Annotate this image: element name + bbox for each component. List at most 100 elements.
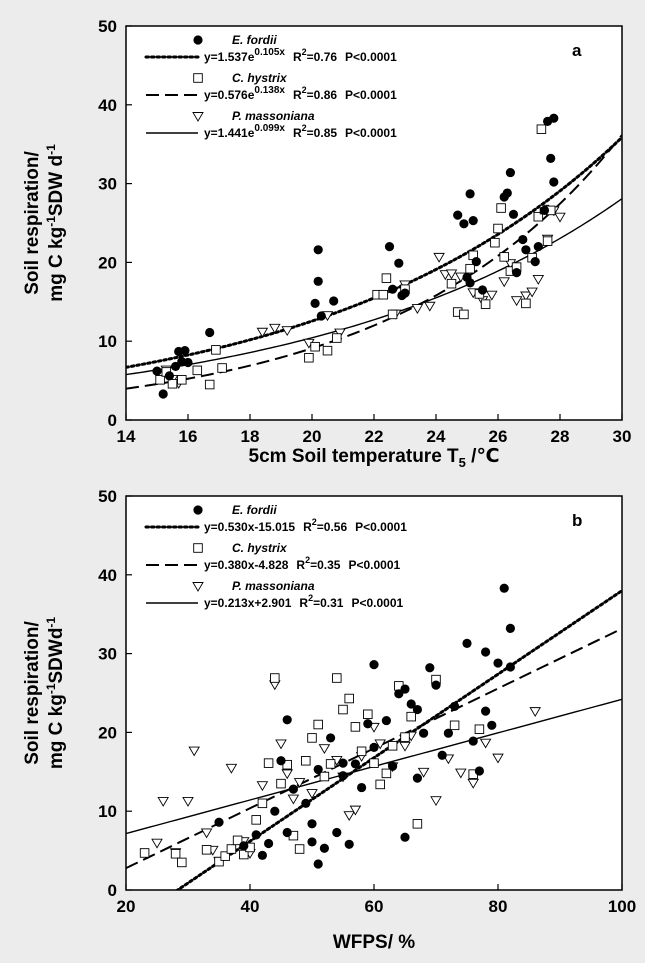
data-point-series-1 bbox=[177, 375, 187, 385]
data-point-series-2 bbox=[275, 739, 287, 750]
data-point-series-0 bbox=[400, 684, 410, 694]
data-point-series-0 bbox=[493, 658, 503, 668]
legend-marker-series-0 bbox=[193, 505, 203, 515]
data-point-series-1 bbox=[449, 720, 460, 731]
y-tick-label: 20 bbox=[98, 253, 117, 272]
data-point-series-1 bbox=[201, 845, 212, 855]
data-point-series-1 bbox=[232, 835, 243, 846]
legend-name-series-0: E. fordii bbox=[232, 33, 277, 47]
data-point-series-2 bbox=[417, 767, 430, 778]
data-point-series-1 bbox=[319, 771, 330, 782]
y-tick-label: 50 bbox=[98, 487, 117, 506]
data-point-series-2 bbox=[306, 789, 318, 799]
x-tick-label: 60 bbox=[365, 897, 384, 916]
data-point-series-1 bbox=[217, 363, 227, 373]
panel-b-data-points bbox=[139, 583, 541, 869]
data-point-series-0 bbox=[518, 234, 528, 245]
data-point-series-0 bbox=[257, 850, 267, 860]
data-point-series-2 bbox=[424, 301, 436, 312]
data-point-series-0 bbox=[288, 784, 298, 794]
data-point-series-0 bbox=[307, 819, 317, 829]
data-point-series-0 bbox=[301, 798, 311, 808]
data-point-series-1 bbox=[325, 759, 336, 769]
y-tick-label: 40 bbox=[98, 566, 117, 585]
data-point-series-0 bbox=[369, 742, 379, 752]
y-tick-label: 10 bbox=[98, 332, 117, 351]
data-point-series-0 bbox=[530, 257, 540, 267]
x-tick-label: 24 bbox=[427, 427, 446, 446]
svg-text:mg C kg-1SDW d-1: mg C kg-1SDW d-1 bbox=[44, 144, 67, 302]
data-point-series-1 bbox=[226, 844, 237, 854]
legend-name-series-1: C. hystrix bbox=[232, 541, 288, 555]
data-point-series-2 bbox=[287, 794, 300, 805]
data-point-series-1 bbox=[170, 849, 181, 859]
data-point-series-0 bbox=[319, 843, 329, 853]
x-tick-label: 80 bbox=[489, 897, 508, 916]
data-point-series-1 bbox=[363, 709, 373, 720]
data-point-series-0 bbox=[419, 728, 429, 738]
data-point-series-0 bbox=[388, 761, 398, 771]
data-point-series-2 bbox=[399, 741, 411, 752]
data-point-series-1 bbox=[294, 844, 305, 854]
data-point-series-2 bbox=[343, 811, 355, 822]
data-point-series-0 bbox=[468, 736, 478, 746]
data-point-series-0 bbox=[350, 759, 360, 769]
data-point-series-1 bbox=[307, 733, 317, 743]
data-point-series-0 bbox=[316, 311, 326, 321]
data-point-series-2 bbox=[486, 290, 498, 301]
data-point-series-1 bbox=[251, 815, 261, 825]
data-point-series-0 bbox=[499, 583, 509, 593]
legend-equation-series-1: y=0.576e0.138x R2=0.86 P<0.0001 bbox=[204, 85, 397, 102]
data-point-series-0 bbox=[251, 830, 261, 840]
legend-marker-series-1 bbox=[193, 73, 203, 83]
legend-name-series-2: P. massoniana bbox=[232, 579, 315, 593]
data-point-series-0 bbox=[313, 764, 323, 775]
data-point-series-2 bbox=[182, 797, 194, 807]
data-point-series-1 bbox=[493, 223, 503, 234]
data-point-series-1 bbox=[167, 379, 178, 389]
data-point-series-1 bbox=[177, 857, 187, 868]
legend-equation-series-1: y=0.380x-4.828 R2=0.35 P<0.0001 bbox=[204, 555, 401, 572]
data-point-series-1 bbox=[480, 299, 491, 309]
data-point-series-1 bbox=[304, 352, 314, 363]
data-point-series-2 bbox=[151, 838, 163, 849]
data-point-series-0 bbox=[310, 298, 320, 308]
x-tick-label: 28 bbox=[551, 427, 570, 446]
data-point-series-0 bbox=[412, 704, 422, 715]
y-tick-label: 50 bbox=[98, 17, 117, 36]
y-tick-label: 20 bbox=[98, 723, 117, 742]
data-point-series-1 bbox=[542, 236, 553, 246]
legend-marker-series-1 bbox=[193, 543, 203, 553]
data-point-series-0 bbox=[487, 720, 497, 730]
data-point-series-1 bbox=[322, 345, 333, 356]
data-point-series-1 bbox=[204, 379, 215, 390]
data-point-series-0 bbox=[276, 756, 286, 766]
data-point-series-0 bbox=[282, 827, 292, 838]
data-point-series-0 bbox=[329, 296, 339, 306]
data-point-series-2 bbox=[256, 327, 269, 338]
data-point-series-1 bbox=[412, 819, 423, 829]
data-point-series-1 bbox=[356, 746, 367, 757]
panel-a-data-points bbox=[152, 113, 566, 399]
x-tick-label: 18 bbox=[241, 427, 260, 446]
data-point-series-0 bbox=[313, 859, 323, 869]
data-point-series-2 bbox=[157, 797, 169, 807]
legend-equation-series-2: y=1.441e0.099x R2=0.85 P<0.0001 bbox=[204, 123, 397, 140]
data-point-series-2 bbox=[520, 291, 532, 302]
data-point-series-0 bbox=[164, 371, 174, 381]
data-point-series-2 bbox=[293, 778, 306, 788]
data-point-series-2 bbox=[374, 739, 386, 750]
data-point-series-0 bbox=[313, 276, 323, 286]
data-point-series-1 bbox=[344, 693, 354, 704]
data-point-series-2 bbox=[411, 304, 424, 314]
svg-text:Soil respiration/: Soil respiration/ bbox=[22, 620, 43, 764]
data-point-series-1 bbox=[536, 124, 547, 134]
panel-b-x-axis-label: WFPS/ % bbox=[333, 932, 415, 953]
data-point-series-0 bbox=[453, 210, 463, 220]
data-point-series-0 bbox=[539, 205, 550, 215]
legend-equation-series-2: y=0.213x+2.901 R2=0.31 P<0.0001 bbox=[204, 593, 404, 610]
data-point-series-0 bbox=[183, 357, 193, 368]
data-point-series-0 bbox=[521, 245, 531, 255]
